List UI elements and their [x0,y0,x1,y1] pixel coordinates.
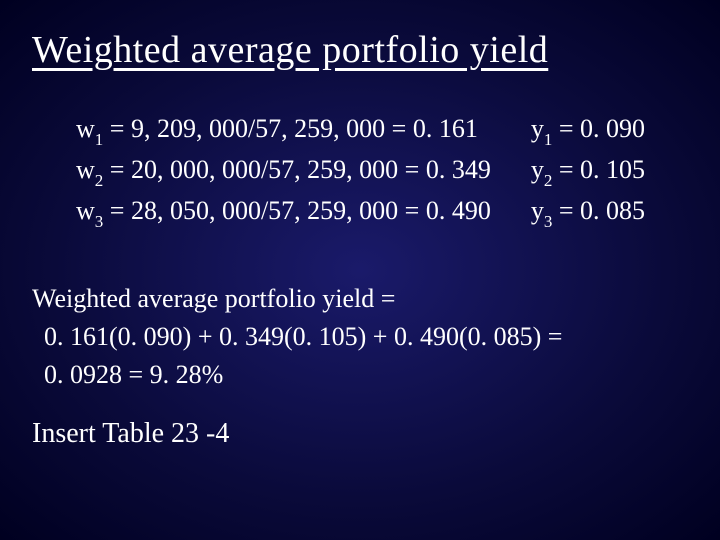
summary-block: Weighted average portfolio yield = 0. 16… [32,280,688,393]
weight-line-2: w2 = 20, 000, 000/57, 259, 000 = 0. 349 [76,151,491,192]
summary-line-3: 0. 0928 = 9. 28% [44,356,688,394]
slide-title: Weighted average portfolio yield [32,28,688,72]
weight-line-3: w3 = 28, 050, 000/57, 259, 000 = 0. 490 [76,192,491,233]
equation-columns: w1 = 9, 209, 000/57, 259, 000 = 0. 161 w… [76,110,688,232]
y2-rest: = 0. 105 [552,155,645,184]
w2-sub: 2 [95,171,104,190]
y1-sub: 1 [544,130,553,149]
insert-table-note: Insert Table 23 -4 [32,418,688,450]
y1-rest: = 0. 090 [552,114,645,143]
y3-sub: 3 [544,212,553,231]
w1-var: w [76,114,95,143]
weights-column: w1 = 9, 209, 000/57, 259, 000 = 0. 161 w… [76,110,491,232]
y2-var: y [531,155,544,184]
w1-sub: 1 [95,130,104,149]
weight-line-1: w1 = 9, 209, 000/57, 259, 000 = 0. 161 [76,110,491,151]
w3-rest: = 28, 050, 000/57, 259, 000 = 0. 490 [103,196,491,225]
yields-column: y1 = 0. 090 y2 = 0. 105 y3 = 0. 085 [531,110,645,232]
yield-line-2: y2 = 0. 105 [531,151,645,192]
yield-line-1: y1 = 0. 090 [531,110,645,151]
w3-var: w [76,196,95,225]
summary-line-2: 0. 161(0. 090) + 0. 349(0. 105) + 0. 490… [44,318,688,356]
w2-rest: = 20, 000, 000/57, 259, 000 = 0. 349 [103,155,491,184]
w2-var: w [76,155,95,184]
y2-sub: 2 [544,171,553,190]
y3-rest: = 0. 085 [552,196,645,225]
y3-var: y [531,196,544,225]
w1-rest: = 9, 209, 000/57, 259, 000 = 0. 161 [103,114,478,143]
yield-line-3: y3 = 0. 085 [531,192,645,233]
y1-var: y [531,114,544,143]
w3-sub: 3 [95,212,104,231]
summary-line-1: Weighted average portfolio yield = [32,280,688,318]
